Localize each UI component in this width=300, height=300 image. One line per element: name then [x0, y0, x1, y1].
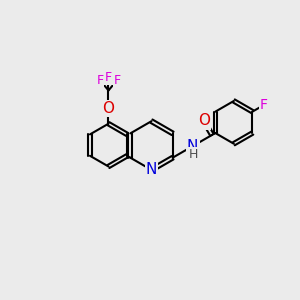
Text: F: F: [96, 74, 103, 87]
Text: O: O: [198, 113, 210, 128]
Text: F: F: [113, 74, 121, 87]
Text: H: H: [189, 148, 199, 161]
Text: O: O: [103, 101, 115, 116]
Text: N: N: [187, 139, 198, 154]
Text: F: F: [260, 98, 268, 112]
Text: N: N: [146, 162, 157, 177]
Text: F: F: [105, 70, 112, 83]
